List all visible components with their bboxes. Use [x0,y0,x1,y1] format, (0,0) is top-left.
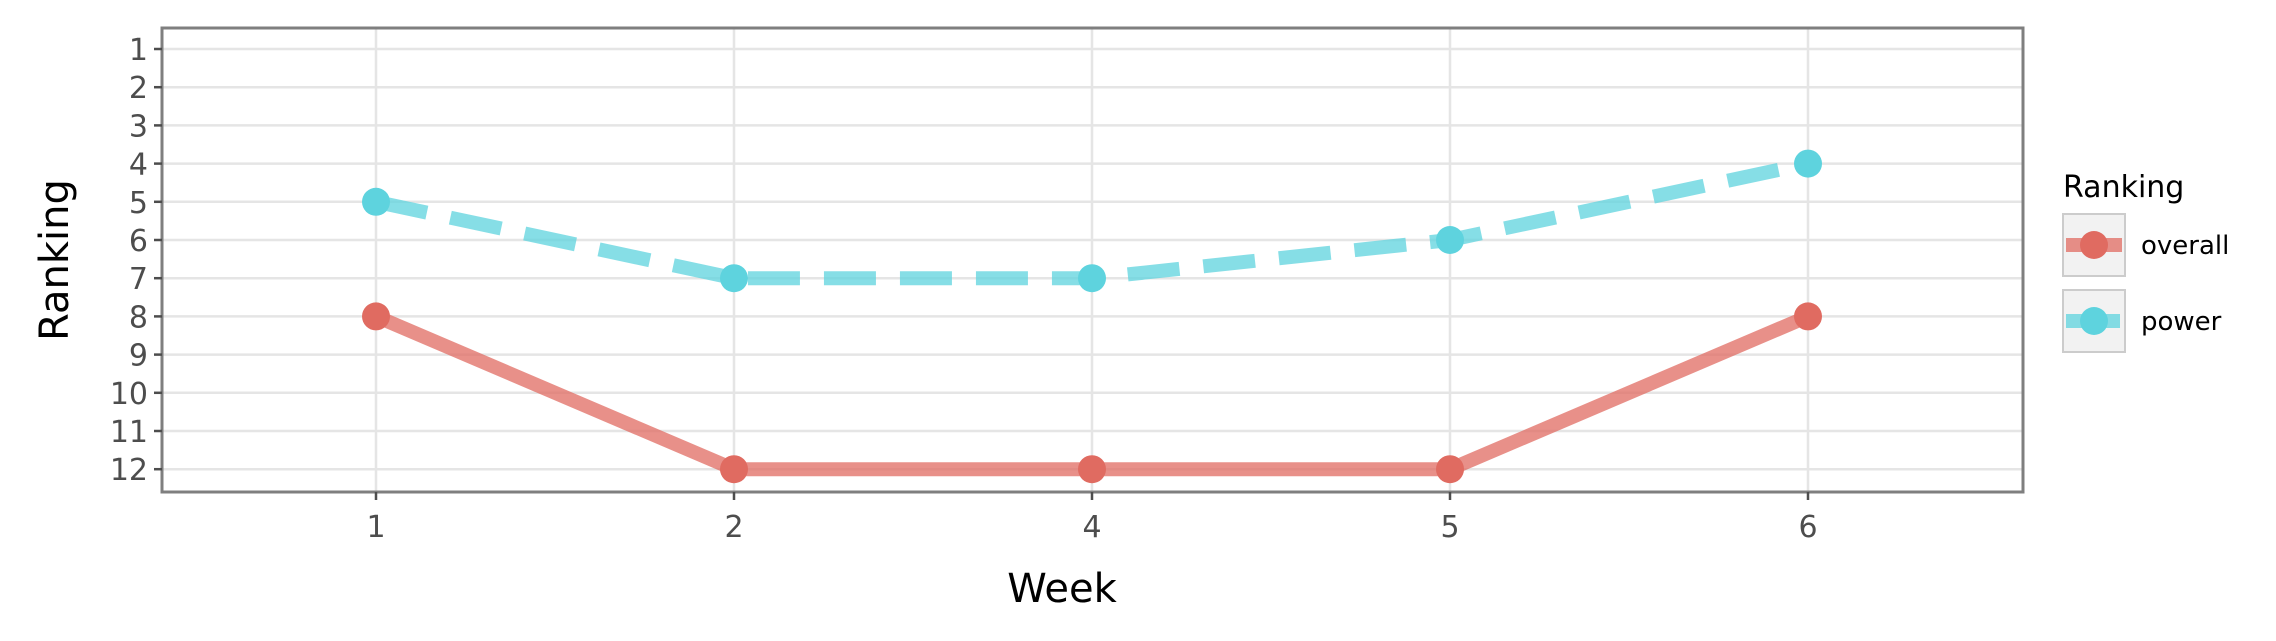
y-tick-label: 6 [129,224,148,259]
legend-swatch-point [2080,307,2108,335]
y-tick-label: 4 [129,148,148,183]
data-point-overall [1436,455,1464,484]
data-point-power [720,264,748,293]
data-point-power [1078,264,1106,293]
y-tick-label: 11 [110,415,148,450]
data-point-power [362,187,390,216]
series-layer [362,149,1822,484]
legend-title: Ranking [2063,170,2184,205]
x-tick-label: 6 [1798,510,1817,545]
data-point-power [1794,149,1822,178]
data-point-overall [362,302,390,331]
y-tick-label: 9 [129,339,148,374]
x-tick-label: 1 [366,510,385,545]
data-point-overall [720,455,748,484]
y-tick-label: 7 [129,262,148,297]
y-tick-label: 10 [110,377,148,412]
x-tick-label: 4 [1082,510,1101,545]
data-point-overall [1078,455,1106,484]
x-tick-label: 5 [1440,510,1459,545]
y-tick-label: 2 [129,71,148,106]
y-tick-label: 8 [129,300,148,335]
y-tick-label: 5 [129,186,148,221]
legend-swatch-point [2080,231,2108,259]
y-tick-label: 12 [110,453,148,488]
x-tick-label: 2 [724,510,743,545]
x-axis: 1 2 4 5 6 [366,492,1818,545]
y-tick-label: 3 [129,109,148,144]
x-axis-title: Week [1007,566,1117,612]
y-axis-title: Ranking [32,179,78,341]
data-point-power [1436,226,1464,254]
legend-label-power: power [2141,307,2222,337]
y-tick-label: 1 [129,33,148,68]
data-point-overall [1794,302,1822,331]
legend-label-overall: overall [2141,231,2229,261]
legend: Ranking overall power [2062,170,2229,353]
